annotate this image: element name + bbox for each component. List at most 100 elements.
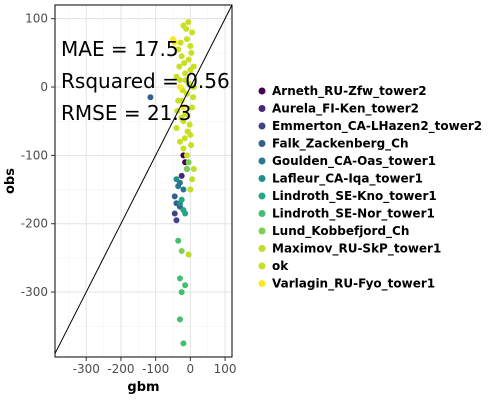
data-point xyxy=(182,77,189,84)
data-point xyxy=(186,121,193,128)
legend-key xyxy=(258,105,266,112)
data-point xyxy=(173,217,180,224)
data-point xyxy=(147,94,154,101)
data-point xyxy=(182,70,189,77)
data-point xyxy=(180,145,187,152)
data-point xyxy=(178,53,185,60)
data-point xyxy=(181,60,188,67)
data-point xyxy=(183,166,190,173)
data-point xyxy=(178,289,185,296)
data-point xyxy=(175,46,182,53)
data-point xyxy=(175,237,182,244)
y-tick-label: 0 xyxy=(40,80,48,94)
data-point xyxy=(189,104,196,111)
legend-label: Emmerton_CA-LHazen2_tower2 xyxy=(272,119,482,134)
legend-key xyxy=(258,157,266,165)
mae-annotation: MAE = 17.5 xyxy=(61,37,179,61)
legend-label: Goulden_CA-Oas_tower1 xyxy=(272,154,436,169)
legend-key xyxy=(258,122,266,130)
data-point xyxy=(185,56,192,63)
y-tick-label: 100 xyxy=(25,12,48,26)
data-point xyxy=(178,114,185,121)
y-tick-label: -300 xyxy=(21,285,48,299)
legend-key xyxy=(258,87,266,95)
y-tick-label: -100 xyxy=(21,148,48,162)
legend-label: Maximov_RU-SkP_tower1 xyxy=(272,242,441,257)
rsquared-annotation: Rsquared = 0.56 xyxy=(61,69,230,93)
legend-label: Lindroth_SE-Nor_tower1 xyxy=(272,207,435,222)
x-tick-label: -200 xyxy=(107,362,134,376)
data-point xyxy=(182,210,189,217)
data-point xyxy=(173,73,180,80)
data-point xyxy=(173,125,180,132)
data-point xyxy=(185,251,192,258)
data-point xyxy=(183,152,190,159)
x-tick-label: 100 xyxy=(214,362,237,376)
data-point xyxy=(190,166,197,173)
data-point xyxy=(182,111,189,118)
data-point xyxy=(182,282,189,289)
legend-label: Lafleur_CA-Iqa_tower1 xyxy=(272,172,423,187)
x-axis-title: gbm xyxy=(127,380,159,395)
legend-key xyxy=(258,140,266,147)
data-point xyxy=(176,63,183,70)
data-point xyxy=(180,340,187,347)
x-axis-ticks: -300 -200 -100 0 100 xyxy=(73,357,237,376)
data-point xyxy=(185,159,192,166)
data-point xyxy=(173,176,180,183)
data-point xyxy=(183,25,190,32)
legend-label: ok xyxy=(272,259,289,273)
legend-key xyxy=(258,227,266,235)
legend: Arneth_RU-Zfw_tower2 Aurela_FI-Ken_tower2… xyxy=(258,84,482,292)
legend-label: Lindroth_SE-Kno_tower1 xyxy=(272,189,437,204)
x-tick-label: -100 xyxy=(142,362,169,376)
reference-line xyxy=(54,4,233,354)
legend-key xyxy=(258,210,266,217)
data-point xyxy=(171,193,178,200)
data-point xyxy=(190,84,197,91)
x-tick-label: -300 xyxy=(73,362,100,376)
data-point xyxy=(188,49,195,56)
y-axis-ticks: 100 0 -100 -200 -300 xyxy=(21,12,55,299)
data-point xyxy=(187,66,194,73)
legend-label: Arneth_RU-Zfw_tower2 xyxy=(272,84,427,99)
data-point xyxy=(175,97,182,104)
data-point xyxy=(171,39,178,46)
data-point xyxy=(190,94,197,101)
data-point xyxy=(178,172,185,179)
data-point xyxy=(189,29,196,36)
data-point xyxy=(176,84,183,91)
legend-label: Aurela_FI-Ken_tower2 xyxy=(272,102,419,117)
data-point xyxy=(176,316,183,323)
data-point xyxy=(187,186,194,193)
data-point xyxy=(178,248,185,255)
rmse-annotation: RMSE = 21.3 xyxy=(61,101,192,125)
legend-label: Falk_Zackenberg_Ch xyxy=(272,137,409,152)
legend-label: Varlagin_RU-Fyo_tower1 xyxy=(272,277,435,292)
data-point xyxy=(185,19,192,26)
legend-key xyxy=(258,245,266,252)
data-point xyxy=(188,142,195,149)
legend-key xyxy=(258,280,266,287)
legend-key xyxy=(258,192,266,200)
y-axis-title: obs xyxy=(3,168,18,194)
data-point xyxy=(176,138,183,145)
data-point xyxy=(180,104,187,111)
legend-key xyxy=(258,262,266,270)
data-point xyxy=(184,128,191,135)
legend-label: Lund_Kobbefjord_Ch xyxy=(272,224,409,239)
data-point xyxy=(180,186,187,193)
data-point xyxy=(178,196,185,203)
data-point xyxy=(183,36,190,43)
plot-frame xyxy=(54,4,233,358)
data-point xyxy=(176,275,183,282)
data-point xyxy=(177,39,184,46)
data-point xyxy=(181,135,188,142)
y-tick-label: -200 xyxy=(21,217,48,231)
legend-key xyxy=(258,175,266,182)
data-point xyxy=(189,176,196,183)
x-tick-label: 0 xyxy=(187,362,195,376)
data-points xyxy=(147,19,197,347)
data-point xyxy=(187,43,194,50)
